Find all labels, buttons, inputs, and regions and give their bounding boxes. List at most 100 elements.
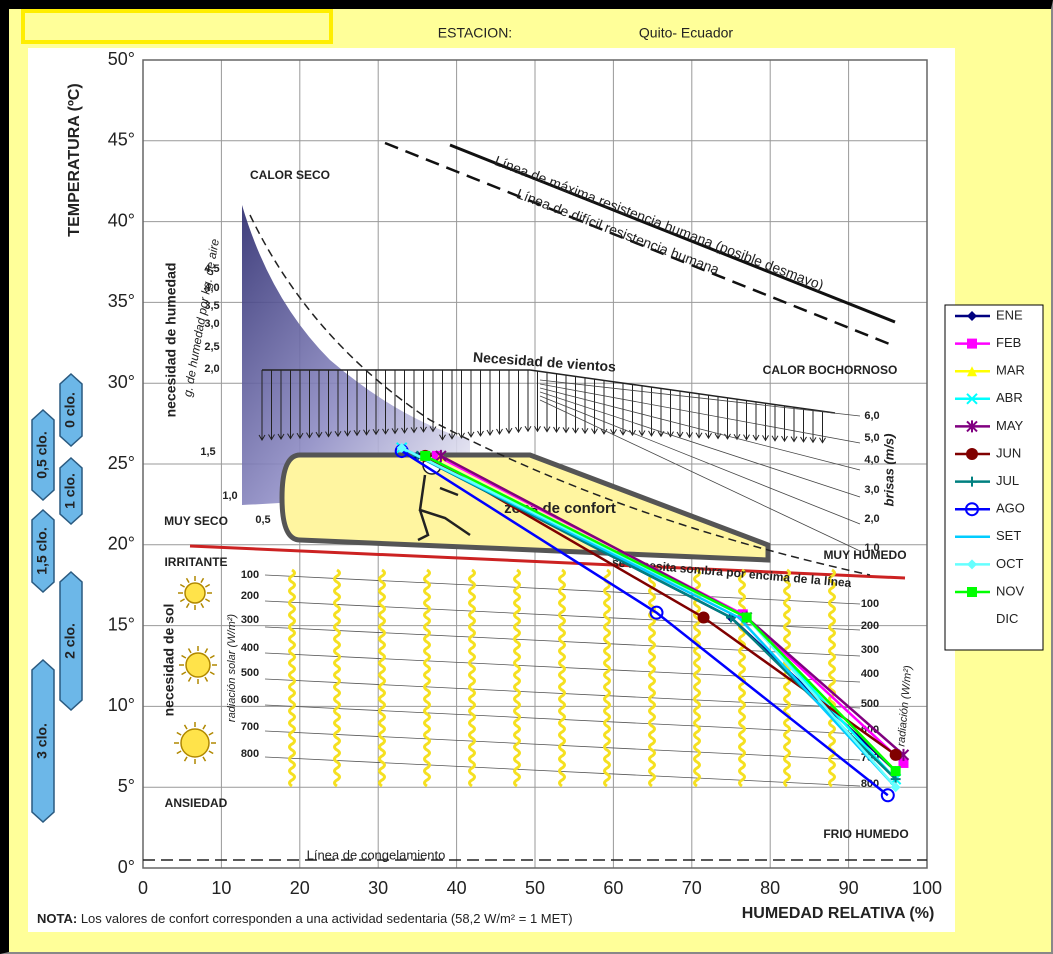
- x-tick-label: 40: [447, 878, 467, 898]
- marker: [891, 766, 901, 776]
- breeze-scale-label: 5,0: [864, 432, 879, 444]
- legend-box: [945, 305, 1043, 650]
- marker: [698, 612, 710, 624]
- legend-label: ENE: [996, 307, 1023, 322]
- y-tick-label: 30°: [108, 372, 135, 392]
- clothing-label: 1 clo.: [62, 473, 78, 509]
- legend-label: DIC: [996, 611, 1018, 626]
- annotation: CALOR SECO: [250, 168, 330, 182]
- station: Quito- Ecuador: [639, 25, 733, 41]
- humidity-scale-label: 3,5: [204, 300, 219, 312]
- radiation-label: 500: [241, 667, 259, 679]
- y-tick-label: 25°: [108, 453, 135, 473]
- annotation: FRIO HUMEDO: [823, 827, 908, 841]
- radiation-label: 800: [241, 748, 259, 760]
- x-tick-label: 70: [682, 878, 702, 898]
- sun: [181, 729, 209, 757]
- radiation-label: 100: [861, 598, 879, 610]
- y-tick-label: 20°: [108, 534, 135, 554]
- breeze-scale-label: 6,0: [864, 410, 879, 422]
- y-tick-label: 15°: [108, 614, 135, 634]
- clothing-label: 3 clo.: [34, 723, 50, 759]
- x-tick-label: 10: [211, 878, 231, 898]
- annotation: ANSIEDAD: [165, 796, 228, 810]
- y-tick-label: 40°: [108, 210, 135, 230]
- clothing-label: 1,5 clo.: [34, 527, 50, 574]
- radiation-label: 200: [241, 590, 259, 602]
- marker: [890, 749, 902, 761]
- humidity-scale-label: 3,0: [204, 318, 219, 330]
- annotation: necesidad de humedad: [163, 263, 179, 418]
- legend-label: ABR: [996, 390, 1023, 405]
- y-tick-label: 35°: [108, 291, 135, 311]
- annotation: radiación solar (W/m²): [226, 614, 238, 723]
- breeze-scale-label: 1,0: [864, 542, 879, 554]
- radiation-label: 300: [861, 644, 879, 656]
- sun: [185, 583, 205, 603]
- header-box: [23, 11, 331, 42]
- annotation: IRRITANTE: [164, 555, 227, 569]
- legend-label: JUN: [996, 445, 1021, 460]
- radiation-label: 100: [241, 569, 259, 581]
- breeze-scale-label: 4,0: [864, 454, 879, 466]
- legend-label: MAR: [996, 363, 1025, 378]
- note-label: NOTA:: [37, 911, 77, 926]
- x-tick-label: 100: [912, 878, 942, 898]
- annotation: MUY SECO: [164, 514, 228, 528]
- annotation: Línea de congelamiento: [307, 847, 446, 862]
- y-tick-label: 0°: [118, 857, 135, 877]
- annotation: necesidad de sol: [161, 604, 177, 717]
- x-tick-label: 80: [760, 878, 780, 898]
- marker: [742, 613, 752, 623]
- x-tick-label: 20: [290, 878, 310, 898]
- clothing-label: 0 clo.: [62, 392, 78, 428]
- humidity-scale-label: 2,0: [204, 363, 219, 375]
- x-tick-label: 30: [368, 878, 388, 898]
- legend-label: JUL: [996, 473, 1019, 488]
- marker: [420, 451, 430, 461]
- legend-label: SET: [996, 528, 1021, 543]
- radiation-label: 300: [241, 614, 259, 626]
- radiation-label: 400: [241, 642, 259, 654]
- note-text: Los valores de confort corresponden a un…: [81, 911, 573, 926]
- legend-label: OCT: [996, 556, 1024, 571]
- annotation: CALOR BOCHORNOSO: [763, 363, 898, 377]
- legend-label: AGO: [996, 501, 1025, 516]
- x-tick-label: 50: [525, 878, 545, 898]
- humidity-scale-label: 4,5: [204, 263, 219, 275]
- x-tick-label: 60: [603, 878, 623, 898]
- marker: [966, 448, 978, 460]
- x-axis-title: HUMEDAD RELATIVA (%): [742, 905, 935, 922]
- radiation-label: 200: [861, 620, 879, 632]
- marker: [967, 339, 977, 349]
- humidity-scale-label: 0,5: [255, 514, 270, 526]
- humidity-scale-label: 1,5: [200, 446, 215, 458]
- radiation-label: 500: [861, 698, 879, 710]
- y-tick-label: 45°: [108, 130, 135, 150]
- page: ESTACION: Quito- Ecuador TEMPERATURA (ºC…: [0, 0, 1053, 954]
- radiation-label: 600: [241, 694, 259, 706]
- x-tick-label: 90: [839, 878, 859, 898]
- legend-label: NOV: [996, 583, 1025, 598]
- humidity-scale-label: 2,5: [204, 341, 219, 353]
- legend-label: FEB: [996, 335, 1021, 350]
- y-tick-label: 5°: [118, 776, 135, 796]
- x-tick-label: 0: [138, 878, 148, 898]
- legend-label: MAY: [996, 418, 1024, 433]
- y-axis-title: TEMPERATURA (ºC): [66, 83, 83, 236]
- annotation: brisas (m/s): [881, 434, 896, 507]
- y-tick-label: 50°: [108, 49, 135, 69]
- note: NOTA: Los valores de confort corresponde…: [37, 911, 573, 926]
- humidity-scale-label: 1,0: [222, 490, 237, 502]
- chart: ESTACION: Quito- Ecuador TEMPERATURA (ºC…: [0, 0, 1053, 954]
- clothing-label: 2 clo.: [62, 623, 78, 659]
- radiation-label: 400: [861, 668, 879, 680]
- y-tick-label: 10°: [108, 695, 135, 715]
- station-label: ESTACION:: [438, 25, 512, 41]
- sun: [186, 653, 210, 677]
- clothing-label: 0,5 clo.: [34, 431, 50, 478]
- marker: [967, 587, 977, 597]
- humidity-scale-label: 4,0: [204, 282, 219, 294]
- breeze-scale-label: 2,0: [864, 513, 879, 525]
- breeze-scale-label: 3,0: [864, 484, 879, 496]
